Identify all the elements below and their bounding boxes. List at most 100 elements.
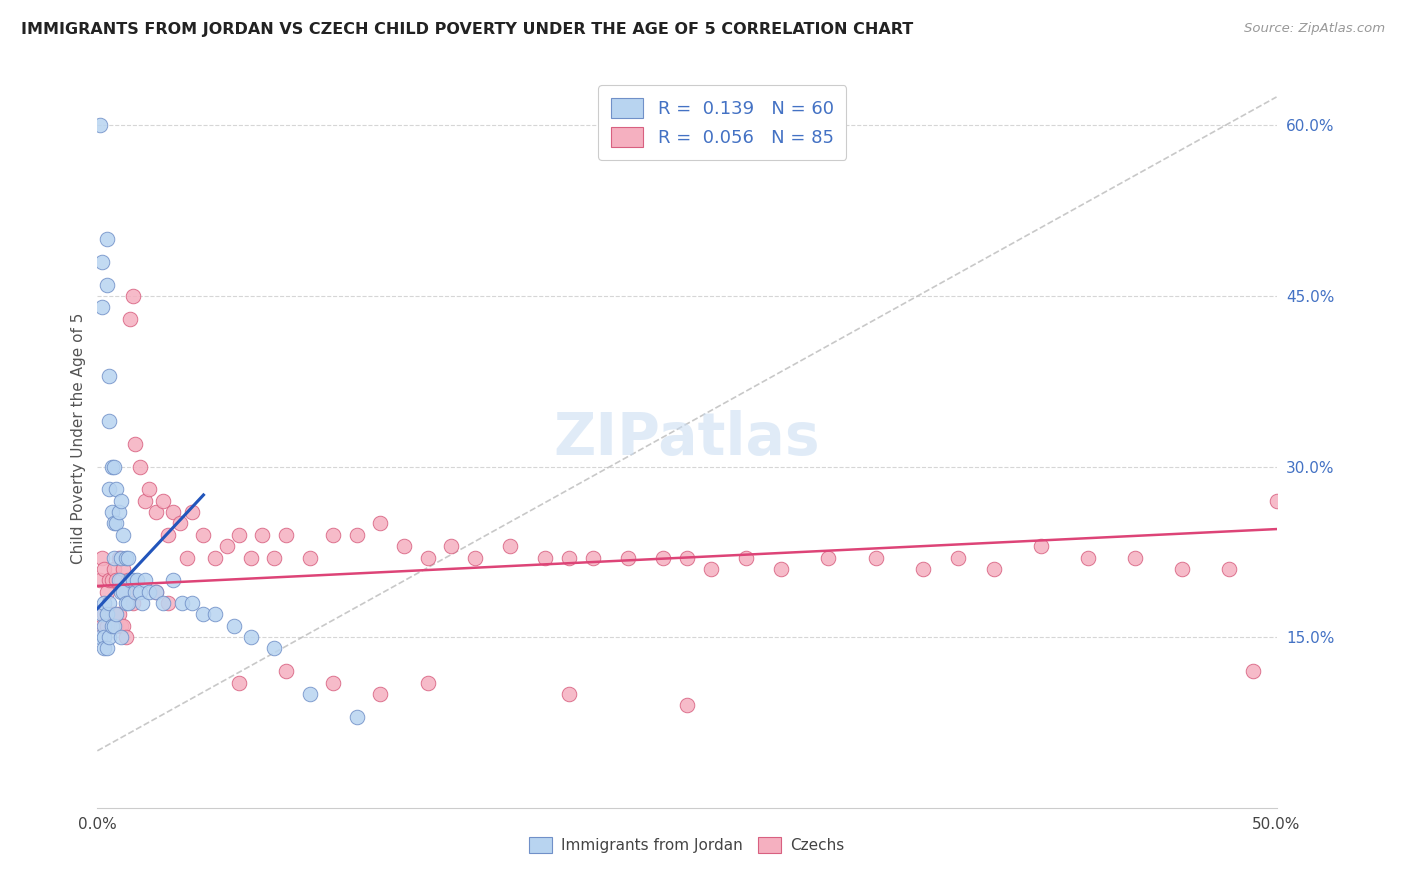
- Point: [124, 437, 146, 451]
- Point: [98, 607, 121, 622]
- Point: [180, 505, 202, 519]
- Point: [124, 584, 146, 599]
- Point: [298, 550, 321, 565]
- Point: [346, 709, 368, 723]
- Point: [138, 584, 160, 599]
- Point: [127, 573, 149, 587]
- Point: [274, 664, 297, 678]
- Point: [110, 550, 132, 565]
- Point: [114, 596, 136, 610]
- Point: [103, 562, 125, 576]
- Point: [110, 630, 132, 644]
- Point: [464, 550, 486, 565]
- Point: [93, 596, 115, 610]
- Point: [105, 573, 128, 587]
- Point: [98, 573, 121, 587]
- Point: [1241, 664, 1264, 678]
- Point: [93, 618, 115, 632]
- Point: [100, 573, 122, 587]
- Point: [699, 562, 721, 576]
- Point: [735, 550, 758, 565]
- Point: [98, 596, 121, 610]
- Point: [263, 550, 285, 565]
- Point: [392, 539, 415, 553]
- Point: [162, 573, 184, 587]
- Point: [117, 596, 139, 610]
- Point: [946, 550, 969, 565]
- Point: [983, 562, 1005, 576]
- Point: [252, 528, 274, 542]
- Point: [89, 573, 111, 587]
- Point: [114, 630, 136, 644]
- Point: [107, 550, 129, 565]
- Point: [107, 607, 129, 622]
- Point: [215, 539, 238, 553]
- Point: [134, 493, 156, 508]
- Point: [117, 550, 139, 565]
- Point: [1077, 550, 1099, 565]
- Point: [105, 483, 128, 497]
- Point: [145, 505, 167, 519]
- Point: [322, 675, 344, 690]
- Point: [96, 277, 118, 292]
- Point: [346, 528, 368, 542]
- Point: [105, 607, 128, 622]
- Point: [105, 516, 128, 531]
- Point: [96, 584, 118, 599]
- Point: [581, 550, 603, 565]
- Point: [172, 596, 194, 610]
- Point: [120, 311, 142, 326]
- Point: [112, 528, 135, 542]
- Point: [817, 550, 839, 565]
- Point: [110, 618, 132, 632]
- Point: [263, 641, 285, 656]
- Point: [110, 493, 132, 508]
- Legend: R =  0.139   N = 60, R =  0.056   N = 85: R = 0.139 N = 60, R = 0.056 N = 85: [598, 85, 846, 160]
- Point: [112, 584, 135, 599]
- Point: [865, 550, 887, 565]
- Point: [499, 539, 522, 553]
- Point: [228, 675, 250, 690]
- Point: [180, 596, 202, 610]
- Point: [96, 232, 118, 246]
- Point: [224, 618, 246, 632]
- Point: [105, 618, 128, 632]
- Point: [1218, 562, 1240, 576]
- Point: [1123, 550, 1146, 565]
- Point: [91, 255, 114, 269]
- Point: [98, 368, 121, 383]
- Point: [193, 528, 215, 542]
- Point: [96, 618, 118, 632]
- Point: [176, 550, 198, 565]
- Point: [96, 641, 118, 656]
- Point: [110, 584, 132, 599]
- Point: [558, 687, 581, 701]
- Point: [100, 618, 122, 632]
- Point: [128, 584, 150, 599]
- Point: [100, 459, 122, 474]
- Point: [157, 528, 180, 542]
- Text: IMMIGRANTS FROM JORDAN VS CZECH CHILD POVERTY UNDER THE AGE OF 5 CORRELATION CHA: IMMIGRANTS FROM JORDAN VS CZECH CHILD PO…: [21, 22, 914, 37]
- Point: [112, 618, 135, 632]
- Point: [112, 562, 135, 576]
- Point: [110, 573, 132, 587]
- Text: Source: ZipAtlas.com: Source: ZipAtlas.com: [1244, 22, 1385, 36]
- Point: [228, 528, 250, 542]
- Point: [114, 584, 136, 599]
- Point: [558, 550, 581, 565]
- Point: [416, 550, 439, 565]
- Point: [204, 550, 226, 565]
- Point: [145, 584, 167, 599]
- Point: [157, 596, 180, 610]
- Point: [121, 596, 143, 610]
- Point: [1171, 562, 1194, 576]
- Point: [152, 596, 174, 610]
- Point: [370, 516, 392, 531]
- Point: [370, 687, 392, 701]
- Point: [162, 505, 184, 519]
- Point: [416, 675, 439, 690]
- Point: [103, 607, 125, 622]
- Point: [98, 630, 121, 644]
- Point: [121, 573, 143, 587]
- Point: [117, 573, 139, 587]
